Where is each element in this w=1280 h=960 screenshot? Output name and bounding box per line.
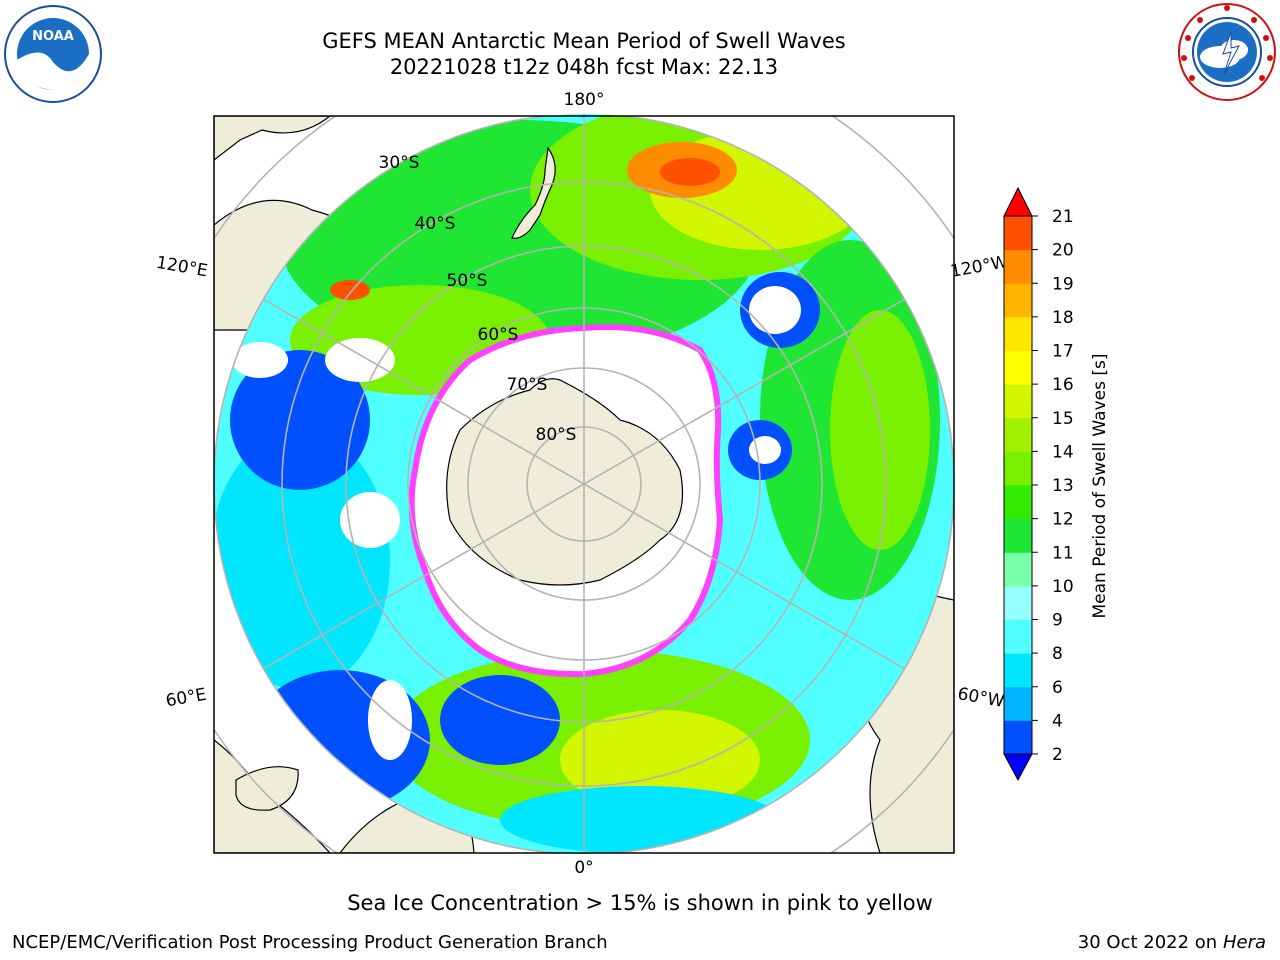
colorbar-segment <box>1004 720 1032 755</box>
chart-title: GEFS MEAN Antarctic Mean Period of Swell… <box>322 29 846 53</box>
lon-label-120w: 120°W <box>949 252 1010 282</box>
colorbar-tick-label: 12 <box>1052 510 1074 530</box>
lat-label-80s: 80°S <box>536 425 577 445</box>
colorbar-tick-label: 11 <box>1052 543 1074 563</box>
colorbar-segment <box>1004 653 1032 688</box>
lat-label-30s: 30°S <box>379 153 420 173</box>
colorbar-tick-label: 8 <box>1052 644 1063 664</box>
map-frame <box>213 115 955 854</box>
noaa-logo-text: NOAA <box>32 29 74 44</box>
colorbar-tick-label: 10 <box>1052 577 1074 597</box>
colorbar-segment <box>1004 585 1032 620</box>
colorbar-tick-label: 4 <box>1052 711 1063 731</box>
colorbar-segment <box>1004 350 1032 385</box>
colorbar-segment <box>1004 485 1032 520</box>
lon-label-0: 0° <box>574 858 593 878</box>
lat-label-70s: 70°S <box>507 375 548 395</box>
colorbar-tick-label: 20 <box>1052 241 1074 261</box>
colorbar-tick-label: 14 <box>1052 442 1074 462</box>
colorbar-segment <box>1004 552 1032 587</box>
colorbar-tick-label: 6 <box>1052 678 1063 698</box>
colorbar-tick-label: 21 <box>1052 207 1074 227</box>
date-value: 30 Oct 2022 on <box>1077 932 1223 953</box>
colorbar-tick-label: 19 <box>1052 274 1074 294</box>
colorbar-tick-label: 16 <box>1052 375 1074 395</box>
colorbar-segment <box>1004 417 1032 452</box>
colorbar-segment <box>1004 316 1032 351</box>
colorbar-segment <box>1004 216 1032 251</box>
colorbar-tick-label: 13 <box>1052 476 1074 496</box>
lat-label-60s: 60°S <box>478 325 519 345</box>
colorbar-segment <box>1004 384 1032 419</box>
colorbar-segment <box>1004 686 1032 721</box>
colorbar-over-triangle <box>1003 186 1033 217</box>
lat-label-50s: 50°S <box>447 271 488 291</box>
colorbar-tick-label: 9 <box>1052 611 1063 631</box>
colorbar: 2 4 6 8 9 10 11 12 13 14 15 16 17 18 19 20 21 <box>1003 186 1074 782</box>
lat-label-40s: 40°S <box>415 214 456 234</box>
host-name: Hera <box>1222 932 1266 953</box>
colorbar-tick-label: 17 <box>1052 342 1074 362</box>
colorbar-label: Mean Period of Swell Waves [s] <box>1090 354 1110 619</box>
chart-subtitle: 20221028 t12z 048h fcst Max: 22.13 <box>389 55 779 79</box>
graticule <box>214 114 954 854</box>
noaa-logo: NOAA <box>4 5 102 103</box>
colorbar-tick-label: 2 <box>1052 745 1063 765</box>
colorbar-segment <box>1004 619 1032 654</box>
lon-label-180: 180° <box>564 90 605 110</box>
lon-label-120e: 120°E <box>155 253 209 282</box>
colorbar-tick-label: 15 <box>1052 409 1074 429</box>
colorbar-tick-label: 18 <box>1052 308 1074 328</box>
date-text: 30 Oct 2022 on Hera <box>1078 932 1266 953</box>
credit-text: NCEP/EMC/Verification Post Processing Pr… <box>12 932 608 953</box>
nws-logo <box>1178 3 1276 101</box>
lon-label-60w: 60°W <box>956 684 1006 712</box>
colorbar-under-triangle <box>1003 753 1033 782</box>
colorbar-segment <box>1004 283 1032 318</box>
sea-ice-caption: Sea Ice Concentration > 15% is shown in … <box>347 891 933 915</box>
colorbar-segment <box>1004 451 1032 486</box>
antarctica <box>408 323 724 678</box>
colorbar-segment <box>1004 249 1032 284</box>
lon-label-60e: 60°E <box>164 685 208 712</box>
colorbar-segment <box>1004 518 1032 553</box>
